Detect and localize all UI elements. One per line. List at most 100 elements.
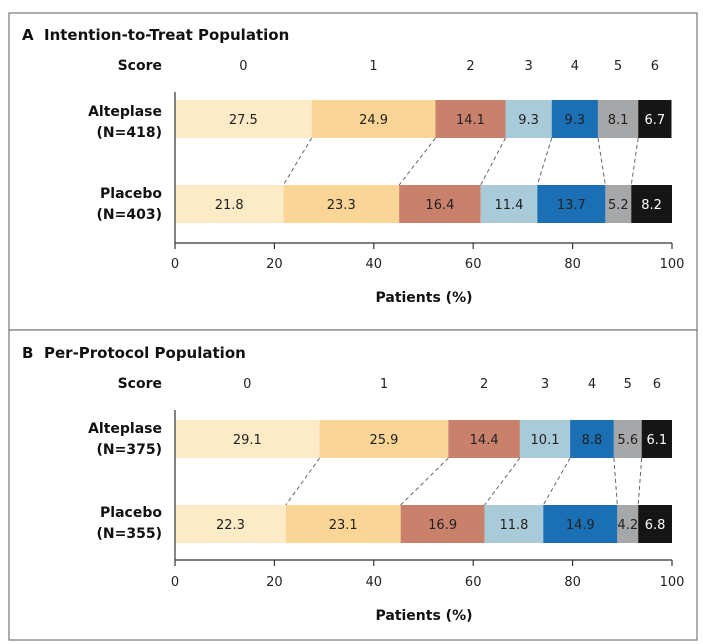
panel-a-score-header-6: 6 [651,59,659,74]
panel-a-score-header-2: 2 [466,59,474,74]
panel-a-alteplase-value-label-score-0: 27.5 [229,113,258,128]
panel-a-placebo-n: (N=403) [97,207,162,223]
panel-a-x-axis-title: Patients (%) [375,290,472,306]
panel-a-placebo-value-label-score-0: 21.8 [215,198,244,213]
panel-b-score-header-0: 0 [243,377,251,392]
panel-b-alteplase-value-label-score-6: 6.1 [646,433,667,448]
panel-b-placebo-bar-score-1 [285,505,401,543]
panel-a-score-label: Score [118,58,162,74]
panel-a-placebo-value-label-score-2: 16.4 [425,198,454,213]
panel-a-placebo-value-label-score-4: 13.7 [557,198,586,213]
panel-a-placebo-value-label-score-6: 8.2 [641,198,662,213]
panel-a-alteplase-value-label-score-2: 14.1 [456,113,485,128]
panel-a-connector-4 [536,137,553,186]
panel-a-alteplase-name: Alteplase [88,104,162,120]
panel-b-alteplase-bar-score-6 [641,420,672,458]
panel-a-score-header-5: 5 [614,59,622,74]
panel-b-alteplase-value-label-score-4: 8.8 [582,433,603,448]
panel-a-placebo-bar-score-2 [399,185,481,223]
panel-a-score-header-3: 3 [524,59,532,74]
panel-a-alteplase-bar-score-6 [638,100,672,138]
panel-b-alteplase-bar-score-2 [448,420,520,458]
panel-a-score-header-0: 0 [239,59,247,74]
panel-a-score-header-1: 1 [369,59,377,74]
panel-b-placebo-value-label-score-0: 22.3 [216,518,245,533]
panel-a-connector-2 [398,137,436,186]
panel-b-placebo-bar-score-6 [638,505,672,543]
panel-a-placebo-bar-score-0 [175,185,284,223]
panel-a-placebo-value-label-score-5: 5.2 [608,198,629,213]
panel-a-alteplase-n: (N=418) [97,125,162,141]
panel-a-connector-6 [630,137,639,186]
panel-a-x-tick-label-5: 100 [660,257,685,272]
panel-b-alteplase-bar-score-1 [319,420,449,458]
panel-a-placebo-name: Placebo [100,186,162,202]
panel-b-placebo-value-label-score-1: 23.1 [329,518,358,533]
panel-a-alteplase-bar-score-1 [311,100,436,138]
panel-b-alteplase-value-label-score-5: 5.6 [617,433,638,448]
panel-a-x-tick-label-4: 80 [564,257,581,272]
panel-b-connector-5 [613,457,618,506]
panel-b-title: Per-Protocol Population [44,344,246,362]
panel-b-placebo-value-label-score-6: 6.8 [645,518,666,533]
panel-a-connector-3 [480,137,506,186]
panel-b-placebo-value-label-score-4: 14.9 [566,518,595,533]
panel-b-placebo-value-label-score-2: 16.9 [428,518,457,533]
panel-b-score-header-4: 4 [588,377,596,392]
panel-a-placebo-bar-score-6 [631,185,672,223]
panel-a-connector-5 [597,137,606,186]
panel-b-alteplase-name: Alteplase [88,421,162,437]
panel-a-alteplase-value-label-score-6: 6.7 [645,113,666,128]
panel-a-placebo-bar-score-3 [480,185,538,223]
panel-a-alteplase-bar-score-2 [435,100,506,138]
panel-b-alteplase-bar-score-0 [175,420,320,458]
panel-b-score-header-1: 1 [380,377,388,392]
panel-a-x-tick-label-2: 40 [366,257,383,272]
panel-a-alteplase-bar-score-3 [505,100,552,138]
panel-b-alteplase-n: (N=375) [97,442,162,458]
panel-a-letter: A [22,26,34,44]
panel-b-placebo-bar-score-3 [484,505,544,543]
panel-b-placebo-bar-score-0 [175,505,286,543]
panel-b-alteplase-bar-score-3 [519,420,571,458]
panel-a-alteplase-bar-score-0 [175,100,312,138]
panel-a-border [8,12,698,331]
panel-b-border [8,329,698,641]
panel-a-score-header-4: 4 [571,59,579,74]
panel-a-connector-1 [282,137,313,186]
panel-b-alteplase-bar-score-5 [613,420,642,458]
panel-a-placebo-value-label-score-3: 11.4 [495,198,524,213]
panel-b-x-tick-label-3: 60 [465,575,482,590]
panel-a-x-tick-label-1: 20 [266,257,283,272]
panel-b-connector-6 [637,457,643,506]
panel-b-alteplase-value-label-score-2: 14.4 [470,433,499,448]
panel-a-alteplase-bar-score-5 [597,100,639,138]
panel-b-x-tick-label-0: 0 [171,575,179,590]
panel-b-connector-1 [285,457,321,506]
panel-a-placebo-bar-score-4 [537,185,606,223]
panel-a-placebo-bar-score-5 [605,185,632,223]
panel-a-title: Intention-to-Treat Population [44,26,289,44]
panel-b-x-tick-label-2: 40 [366,575,383,590]
panel-b-placebo-bar-score-5 [617,505,639,543]
panel-a-alteplase-value-label-score-1: 24.9 [359,113,388,128]
panel-b-score-header-3: 3 [541,377,549,392]
panel-a-x-tick-label-3: 60 [465,257,482,272]
panel-b-placebo-name: Placebo [100,505,162,521]
panel-b-connector-4 [542,457,571,506]
panel-b-placebo-n: (N=355) [97,526,162,542]
panel-b-alteplase-value-label-score-3: 10.1 [531,433,560,448]
panel-b-x-axis-title: Patients (%) [375,608,472,624]
panel-b-placebo-bar-score-2 [400,505,485,543]
panel-b-alteplase-value-label-score-1: 25.9 [370,433,399,448]
panel-b-x-tick-label-4: 80 [564,575,581,590]
panel-b-x-tick-label-1: 20 [266,575,283,590]
panel-a-alteplase-value-label-score-3: 9.3 [518,113,539,128]
panel-b-score-header-2: 2 [480,377,488,392]
panel-a-alteplase-value-label-score-4: 9.3 [564,113,585,128]
panel-a-alteplase-value-label-score-5: 8.1 [608,113,629,128]
panel-a-placebo-bar-score-1 [283,185,400,223]
panel-b-connector-3 [484,457,521,506]
panel-b: B Per-Protocol Population Score Alteplas… [22,344,684,624]
